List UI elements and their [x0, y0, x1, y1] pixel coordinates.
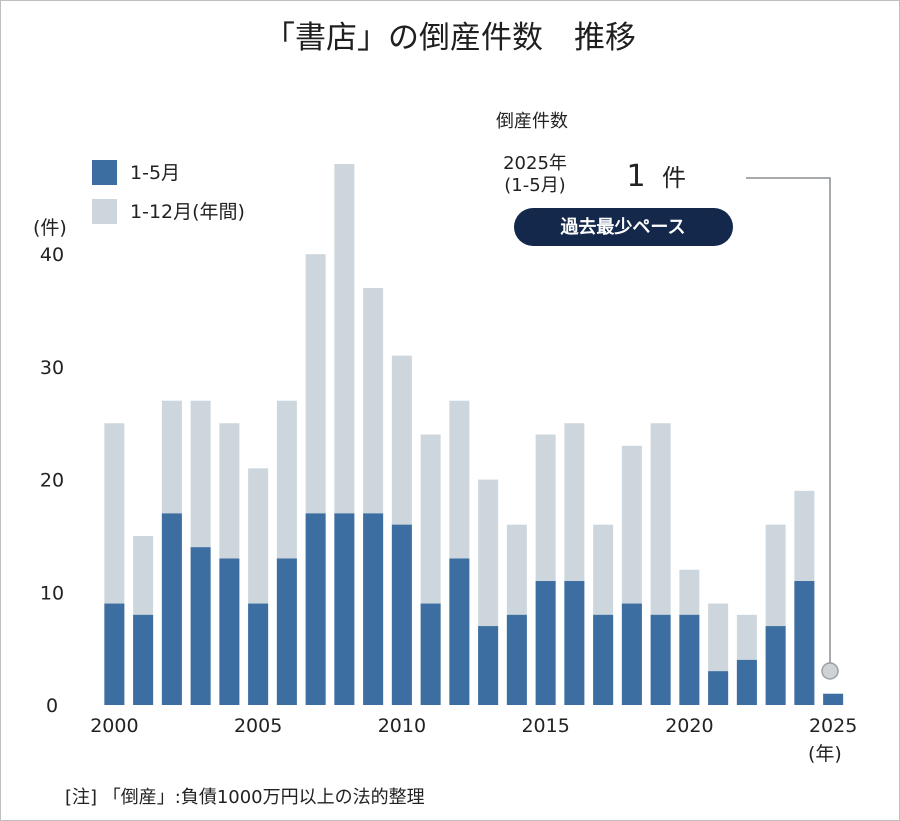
bar-jan-may-2008 [334, 513, 355, 705]
legend-label-1-5: 1-5月 [130, 162, 180, 184]
bar-jan-may-2012 [449, 558, 470, 705]
y-tick-label: 30 [40, 357, 64, 379]
bar-jan-may-2023 [765, 626, 786, 705]
jan-may-bars [104, 513, 844, 705]
annotation-period-year: 2025年 [503, 153, 567, 174]
chart-title: 「書店」の倒産件数 推移 [264, 20, 636, 56]
bar-jan-may-2020 [679, 614, 700, 705]
x-axis: 2000 2005 2010 2015 2020 2025 [90, 715, 857, 737]
annotation-value-unit: 件 [662, 164, 686, 192]
bar-jan-may-2015 [535, 581, 556, 705]
bar-jan-may-2007 [305, 513, 326, 705]
annotation-marker-dot [821, 662, 839, 680]
annotation-header: 倒産件数 [496, 111, 568, 132]
x-tick-label: 2020 [665, 715, 713, 737]
bar-jan-may-2016 [564, 581, 585, 705]
x-axis-unit: (年) [808, 743, 842, 765]
footnote: [注] 「倒産」:負債1000万円以上の法的整理 [65, 787, 425, 808]
record-low-badge-label: 過去最少ペース [560, 216, 685, 238]
legend-swatch-annual [92, 199, 117, 224]
y-tick-label: 0 [46, 695, 58, 717]
bar-jan-may-2010 [391, 524, 412, 705]
bar-jan-may-2021 [708, 671, 729, 705]
legend-swatch-1-5 [92, 160, 117, 185]
bar-jan-may-2011 [420, 603, 441, 705]
bar-jan-may-2014 [506, 614, 527, 705]
bar-jan-may-2024 [794, 581, 815, 705]
bar-jan-may-2000 [104, 603, 125, 705]
bar-jan-may-2019 [650, 614, 671, 705]
y-axis: 0 10 20 30 40 [40, 244, 64, 717]
annotation-leader-line [746, 177, 831, 664]
x-tick-label: 2015 [521, 715, 569, 737]
y-tick-label: 40 [40, 244, 64, 266]
legend-label-annual: 1-12月(年間) [130, 201, 245, 223]
bar-jan-may-2002 [161, 513, 182, 705]
annotation-value-number: 1 [626, 159, 645, 194]
bar-jan-may-2018 [621, 603, 642, 705]
x-tick-label: 2025 [809, 715, 857, 737]
x-tick-label: 2010 [378, 715, 426, 737]
bar-jan-may-2022 [736, 659, 757, 705]
bar-jan-may-2005 [248, 603, 269, 705]
x-tick-label: 2000 [90, 715, 138, 737]
bar-jan-may-2009 [363, 513, 384, 705]
record-low-badge [514, 208, 733, 246]
x-tick-label: 2005 [234, 715, 282, 737]
bar-jan-may-2013 [478, 626, 499, 705]
bar-jan-may-2006 [276, 558, 297, 705]
y-axis-unit: (件) [33, 217, 67, 239]
y-tick-label: 20 [40, 470, 64, 492]
annotation-period-range: (1-5月) [504, 175, 565, 196]
bar-jan-may-2001 [133, 614, 154, 705]
y-tick-label: 10 [40, 582, 64, 604]
bar-jan-may-2004 [219, 558, 240, 705]
bar-jan-may-2025 [823, 693, 844, 705]
bar-jan-may-2017 [593, 614, 614, 705]
bar-jan-may-2003 [190, 547, 211, 705]
